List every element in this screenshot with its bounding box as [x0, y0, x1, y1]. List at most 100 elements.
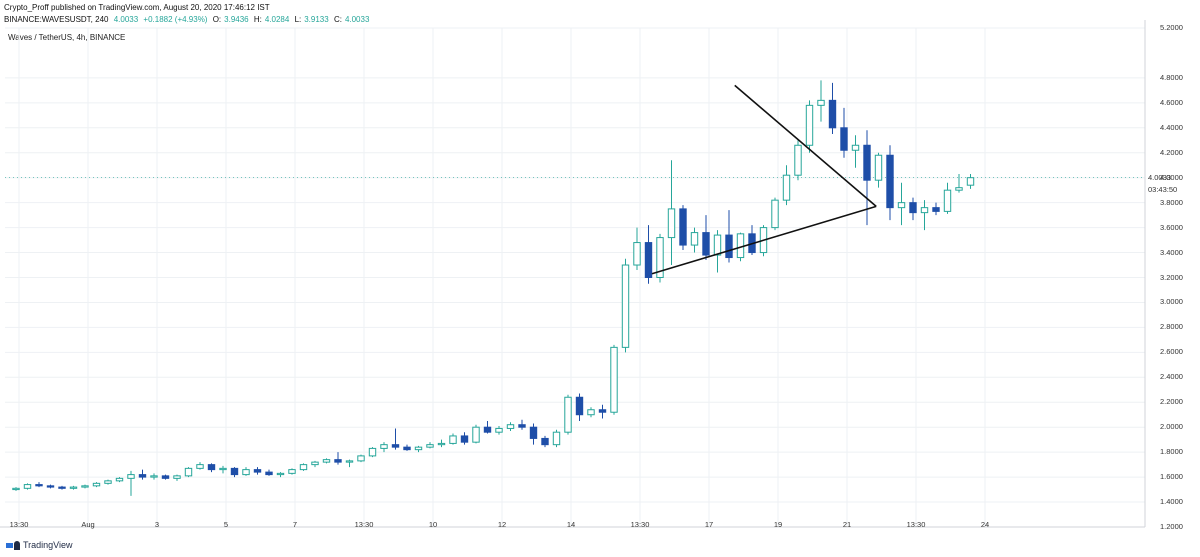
candle [495, 425, 503, 435]
candle [368, 447, 377, 458]
candle [932, 202, 940, 216]
candle-body-up [920, 207, 929, 214]
candle [920, 200, 929, 231]
candle [943, 182, 952, 214]
candle-body-down [403, 446, 411, 451]
candle-body-up [219, 467, 227, 471]
candle [598, 404, 607, 419]
candle-body-up [357, 455, 365, 462]
time-tick-label: Aug [81, 520, 95, 529]
tradingview-logo[interactable]: TradingView [6, 540, 73, 550]
time-tick-label: 10 [428, 520, 438, 529]
candle [518, 419, 526, 430]
candle-body-up [966, 177, 975, 186]
trendline[interactable] [651, 205, 877, 275]
price-tick-label: 2.2000 [1160, 397, 1183, 407]
candle-body-up [805, 104, 814, 146]
candle [955, 173, 963, 193]
candle [196, 462, 204, 470]
candle-body-up [449, 435, 457, 444]
candle [529, 423, 538, 445]
candle [621, 258, 630, 353]
candle [587, 407, 595, 418]
candle [115, 477, 124, 483]
candle [69, 485, 78, 490]
candle [288, 468, 296, 475]
candle-body-up [322, 459, 331, 463]
candle-body-up [437, 442, 446, 446]
candle-body-up [115, 477, 124, 482]
candle [667, 160, 676, 266]
candle [322, 458, 331, 464]
symbol-ohlc-line: BINANCE:WAVESUSDT, 240 4.0033 +0.1882 (+… [4, 14, 372, 26]
candle-body-up [564, 396, 572, 433]
candle [472, 424, 480, 444]
candle-body-down [863, 144, 871, 181]
price-tick-label: 3.0000 [1160, 297, 1183, 307]
tradingview-logo-icon [6, 540, 20, 550]
candle-body-down [58, 486, 66, 489]
price-tick-label: 4.6000 [1160, 97, 1183, 107]
time-tick-label: 3 [154, 520, 160, 529]
candle-body-down [932, 207, 940, 212]
candle [276, 472, 285, 478]
candle-body-up [851, 144, 860, 151]
candle-body-up [897, 202, 906, 209]
candle-body-down [518, 424, 526, 428]
candle [357, 454, 365, 463]
candle-body-up [794, 144, 802, 176]
candle-body-up [299, 464, 308, 471]
candle-body-up [81, 485, 89, 488]
trendline[interactable] [734, 84, 877, 208]
high-label: H: [253, 15, 262, 24]
open-value: 3.9436 [224, 15, 249, 24]
candle [782, 165, 791, 206]
candle [334, 452, 342, 465]
candle-body-up [184, 467, 193, 477]
candle-body-down [840, 127, 848, 151]
candle [610, 344, 618, 415]
candle-body-down [679, 208, 687, 246]
candle-body-up [242, 469, 250, 476]
candle-body-up [104, 480, 112, 484]
candle-body-up [150, 475, 158, 478]
candle-body-up [414, 446, 423, 451]
candle-body-up [472, 426, 480, 443]
candle-body-down [265, 471, 273, 476]
close-value: 4.0033 [344, 15, 370, 24]
candle-body-up [276, 472, 285, 476]
candle-body-up [690, 232, 699, 246]
candle [426, 442, 434, 449]
price-tick-label: 2.8000 [1160, 322, 1183, 332]
candle [380, 442, 388, 453]
candle [644, 225, 653, 284]
candle-body-up [69, 486, 78, 489]
candle [437, 439, 446, 448]
candle-body-up [506, 424, 515, 429]
price-tick-label: 4.8000 [1160, 72, 1183, 82]
candle-body-up [380, 444, 388, 449]
price-tick-label: 2.4000 [1160, 372, 1183, 382]
close-label: C: [333, 15, 342, 24]
price-tick-label: 2.6000 [1160, 347, 1183, 357]
candle-body-down [644, 242, 653, 279]
candle-body-down [230, 467, 239, 476]
candle [345, 459, 354, 468]
time-tick-label: 5 [223, 520, 229, 529]
time-tick-label: 12 [497, 520, 507, 529]
candle [725, 210, 733, 263]
price-change: +0.1882 (+4.93%) [143, 15, 208, 24]
candle-body-down [35, 484, 43, 487]
time-tick-label: 13:30 [9, 520, 29, 529]
candle [771, 197, 779, 231]
price-tick-label: 3.6000 [1160, 222, 1183, 232]
candle-body-up [943, 189, 952, 212]
candle [748, 225, 756, 256]
candle-body-up [127, 474, 135, 479]
candle [863, 130, 871, 226]
candle [207, 463, 216, 473]
candle-body-down [46, 485, 55, 488]
candle-body-up [173, 475, 181, 479]
candle-body-down [253, 469, 262, 473]
